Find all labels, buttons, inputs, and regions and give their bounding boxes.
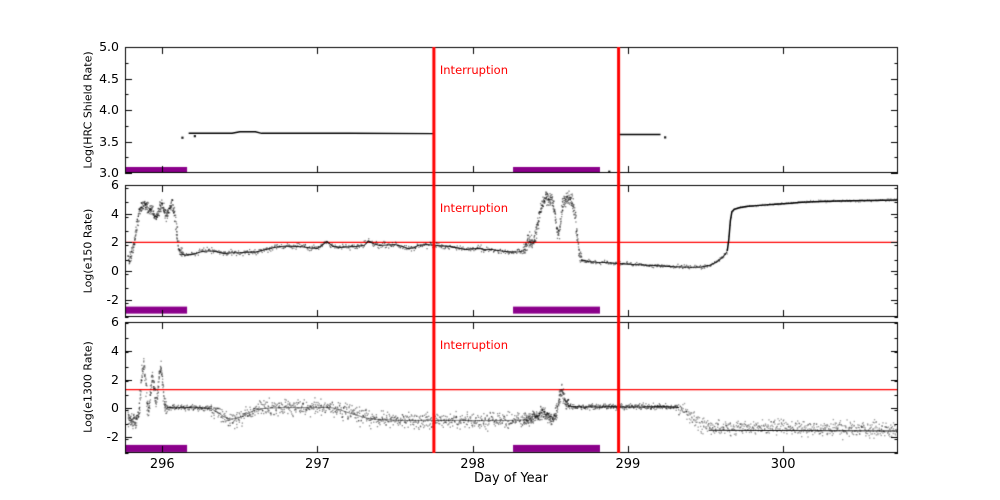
y-tick-label: 3.5 bbox=[99, 133, 119, 149]
y-axis-label-e150: Log(e150 Rate) bbox=[81, 208, 95, 294]
y-tick-label: 4.0 bbox=[99, 102, 119, 117]
y-tick-label: 2 bbox=[111, 234, 119, 250]
y-tick-label: 0 bbox=[111, 400, 119, 416]
y-tick-label: 4 bbox=[111, 205, 119, 221]
x-tick-label: 296 bbox=[149, 457, 175, 472]
y-tick-label: -2 bbox=[106, 291, 119, 307]
y-tick-label: -2 bbox=[106, 429, 119, 445]
interruption-label-top: Interruption bbox=[439, 63, 509, 77]
interruption-label-middle: Interruption bbox=[439, 201, 509, 215]
x-tick-label: 298 bbox=[460, 457, 486, 472]
y-tick-label: 2 bbox=[111, 371, 119, 387]
interruption-label-bottom: Interruption bbox=[439, 338, 509, 352]
x-tick-label: 299 bbox=[615, 457, 641, 472]
y-tick-label: 3.0 bbox=[99, 165, 119, 180]
x-tick-label: 297 bbox=[305, 457, 330, 472]
y-tick-label: 4 bbox=[111, 342, 119, 358]
y-tick-label: 6 bbox=[111, 314, 119, 329]
y-tick-label: 4.5 bbox=[99, 70, 119, 86]
y-tick-label: 0 bbox=[111, 263, 119, 279]
y-tick-label: 5.0 bbox=[99, 39, 119, 54]
x-tick-label: 300 bbox=[770, 457, 796, 472]
y-tick-label: 6 bbox=[111, 177, 119, 192]
x-axis-label: Day of Year bbox=[474, 471, 548, 486]
